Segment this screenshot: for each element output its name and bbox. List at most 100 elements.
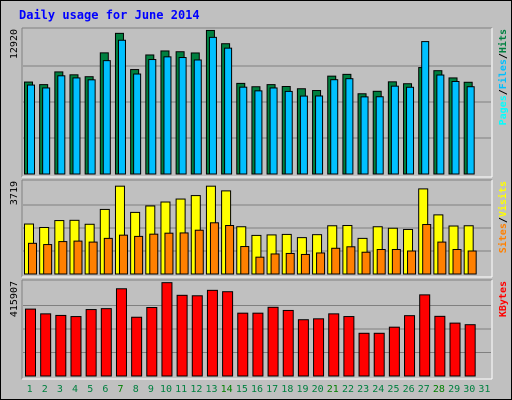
legend-item: / xyxy=(498,217,509,223)
files-bar xyxy=(330,79,339,175)
files-bar xyxy=(224,47,233,175)
x-tick-label: 18 xyxy=(281,384,293,395)
sites-bar xyxy=(43,244,53,275)
sites-bar xyxy=(285,252,295,275)
legend-item: Files xyxy=(497,59,509,89)
x-tick-label: 28 xyxy=(433,384,445,395)
sites-bar xyxy=(240,246,250,275)
x-tick-label: 2 xyxy=(42,384,48,395)
x-tick-label: 16 xyxy=(251,384,263,395)
x-tick-label: 22 xyxy=(342,384,354,395)
kbytes-bar xyxy=(176,294,188,377)
files-bar xyxy=(42,87,51,175)
kbytes-bar xyxy=(146,307,158,377)
sites-bar xyxy=(255,256,265,275)
files-bar xyxy=(436,74,445,175)
kbytes-bar xyxy=(358,332,370,377)
sites-bar xyxy=(164,232,174,275)
sites-bar xyxy=(134,235,144,275)
sites-bar xyxy=(407,250,417,275)
kbytes-bar xyxy=(434,315,446,377)
x-tick-label: 3 xyxy=(57,384,63,395)
kbytes-bar xyxy=(55,314,67,377)
x-tick-label: 11 xyxy=(175,384,187,395)
legend-label: Sites/Visits xyxy=(497,181,509,253)
sites-bar xyxy=(316,252,326,275)
files-bar xyxy=(390,85,399,175)
x-tick-label: 13 xyxy=(205,384,217,395)
files-bar xyxy=(360,96,369,175)
kbytes-bar xyxy=(328,313,340,377)
x-tick-label: 30 xyxy=(463,384,475,395)
kbytes-bar xyxy=(70,316,82,377)
files-bar xyxy=(27,84,35,175)
files-bar xyxy=(178,57,187,175)
legend-item: Visits xyxy=(497,181,509,217)
kbytes-bar xyxy=(237,312,249,377)
x-tick-label: 7 xyxy=(118,384,124,395)
sites-bar xyxy=(361,251,371,275)
kbytes-bar xyxy=(388,326,400,377)
sites-bar xyxy=(391,249,401,275)
files-bar xyxy=(466,86,475,175)
kbytes-bar xyxy=(100,308,112,377)
files-bar xyxy=(254,90,263,175)
kbytes-bar xyxy=(267,306,279,377)
x-tick-label: 4 xyxy=(72,384,78,395)
files-bar xyxy=(102,60,111,175)
sites-bar xyxy=(179,232,189,275)
files-bar xyxy=(239,86,248,175)
files-bar xyxy=(375,96,384,175)
x-tick-label: 1 xyxy=(27,384,33,395)
sites-bar xyxy=(149,233,159,275)
kbytes-bar xyxy=(191,295,203,377)
kbytes-bar xyxy=(40,313,52,377)
sites-bar xyxy=(376,249,386,275)
x-tick-label: 29 xyxy=(448,384,460,395)
sites-bar xyxy=(331,247,341,275)
files-bar xyxy=(451,80,460,175)
files-bar xyxy=(269,87,278,175)
files-bar xyxy=(345,78,354,175)
x-tick-label: 15 xyxy=(236,384,248,395)
sites-bar xyxy=(452,249,462,275)
kbytes-bar xyxy=(222,291,234,377)
legend-item: KBytes xyxy=(498,281,509,317)
sites-bar xyxy=(73,240,83,275)
kbytes-bar xyxy=(131,316,143,377)
kbytes-bar xyxy=(252,312,264,377)
kbytes-bar xyxy=(313,318,325,377)
files-bar xyxy=(284,90,293,175)
visits-panel: 3719 Sites/Visits xyxy=(9,179,509,278)
x-tick-label: 26 xyxy=(403,384,415,395)
x-tick-label: 17 xyxy=(266,384,278,395)
files-bar xyxy=(148,59,157,175)
kbytes-bar xyxy=(297,319,309,377)
sites-bar xyxy=(209,222,219,275)
sites-bar xyxy=(300,253,310,275)
legend-label: KBytes xyxy=(498,281,509,317)
files-bar xyxy=(117,39,126,175)
files-bar xyxy=(57,75,66,175)
x-tick-label: 25 xyxy=(387,384,399,395)
legend-item: Pages xyxy=(498,95,509,125)
files-bar xyxy=(72,77,81,175)
legend-item: Sites xyxy=(497,223,509,253)
y-max-label: 3719 xyxy=(9,181,20,205)
kbytes-bar xyxy=(85,309,97,377)
x-tick-label: 6 xyxy=(102,384,108,395)
kbytes-bar xyxy=(419,294,431,377)
files-bar xyxy=(87,79,96,175)
sites-bar xyxy=(103,237,113,275)
sites-bar xyxy=(194,229,204,275)
sites-bar xyxy=(58,241,68,275)
sites-bar xyxy=(88,241,98,275)
sites-bar xyxy=(28,242,37,275)
x-tick-label: 23 xyxy=(357,384,369,395)
x-tick-label: 10 xyxy=(160,384,172,395)
files-bar xyxy=(193,59,202,175)
files-bar xyxy=(299,95,308,175)
x-tick-label: 27 xyxy=(418,384,430,395)
